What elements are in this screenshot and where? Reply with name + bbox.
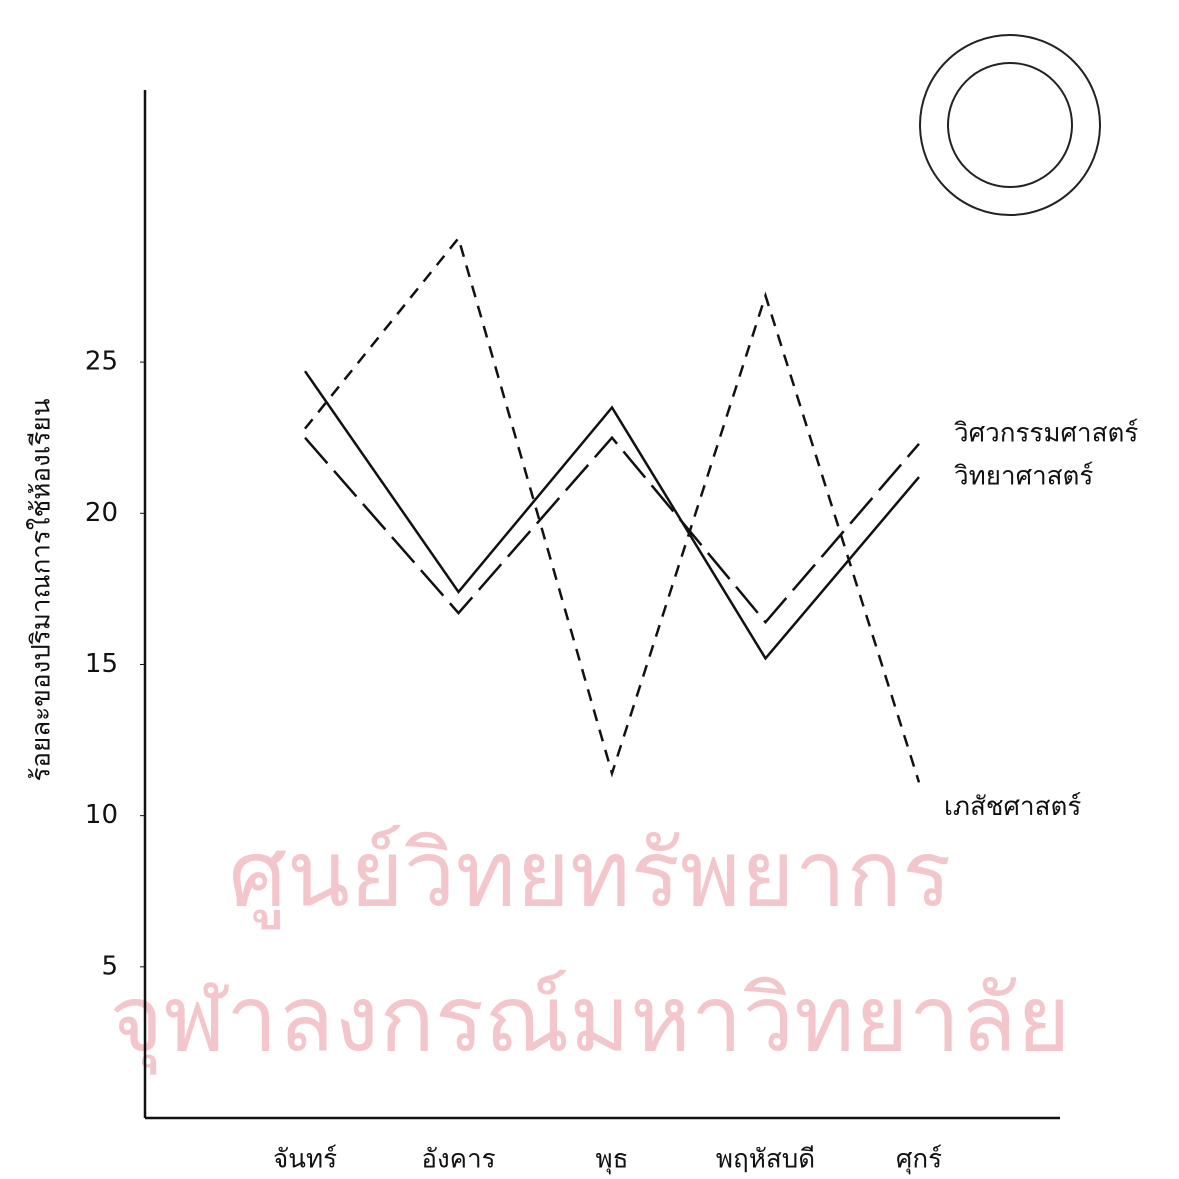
x-tick-label: จันทร์ xyxy=(273,1145,337,1175)
seal-outer xyxy=(919,34,1101,216)
y-tick-label: 15 xyxy=(85,649,118,679)
seal-inner xyxy=(947,62,1073,188)
legend-label: วิศวกรรมศาสตร์ xyxy=(954,418,1139,448)
y-tick-label: 5 xyxy=(101,951,118,981)
y-tick-label: 25 xyxy=(85,347,118,377)
y-tick-label: 20 xyxy=(85,498,118,528)
x-tick-label: อังคาร xyxy=(421,1145,495,1175)
legend-label: เภสัชศาสตร์ xyxy=(944,792,1081,822)
watermark: ศูนย์วิทยทรัพยากร xyxy=(229,820,952,929)
series-line xyxy=(303,370,920,661)
series-line xyxy=(304,435,920,625)
x-tick-label: พุธ xyxy=(595,1145,628,1175)
y-axis-label: ร้อยละของปริมาณการใช้ห้องเรียน xyxy=(27,398,57,781)
legend-label: วิทยาศาสตร์ xyxy=(954,462,1094,492)
x-tick-label: พฤหัสบดี xyxy=(716,1145,815,1175)
watermark: จุฬาลงกรณ์มหาวิทยาลัย xyxy=(109,965,1070,1075)
x-tick-label: ศุกร์ xyxy=(896,1145,942,1175)
series-line xyxy=(304,235,921,783)
y-tick-label: 10 xyxy=(85,800,118,830)
seal xyxy=(919,34,1101,216)
